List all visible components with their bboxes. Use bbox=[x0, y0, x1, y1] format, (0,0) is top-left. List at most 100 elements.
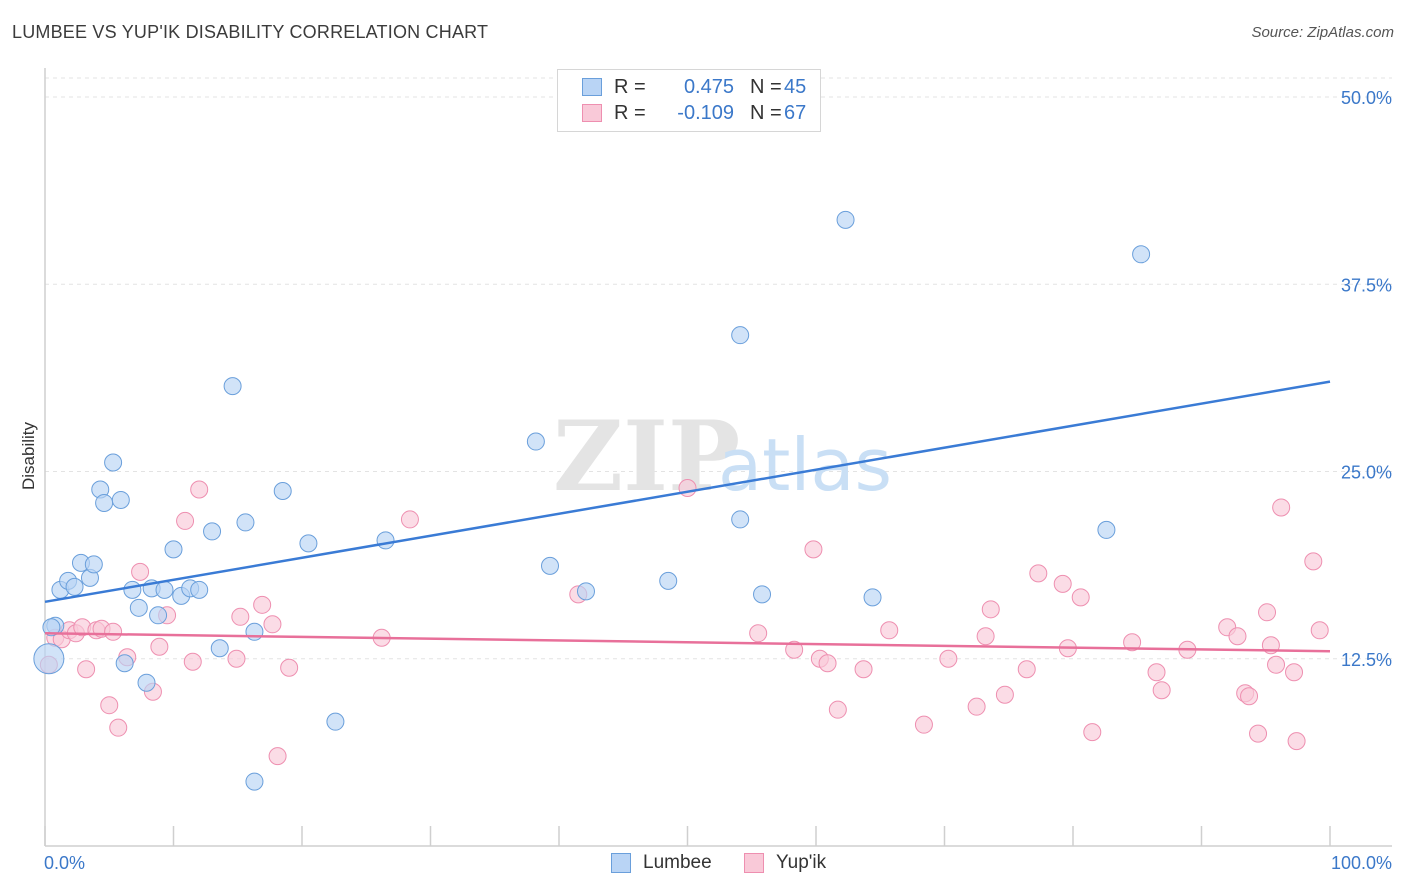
n-value: 67 bbox=[784, 101, 807, 124]
yupik-trend-line bbox=[44, 632, 1331, 653]
lumbee-point bbox=[155, 580, 174, 599]
yupik-point bbox=[1249, 724, 1268, 743]
yupik-point bbox=[1310, 621, 1329, 640]
source-label: Source: ZipAtlas.com bbox=[1251, 24, 1394, 41]
yupik-point bbox=[131, 562, 150, 581]
r-label: R = bbox=[614, 75, 646, 98]
y-tick-label-2: 37.5% bbox=[1341, 275, 1392, 295]
lumbee-legend-label: Lumbee bbox=[643, 852, 712, 873]
lumbee-point bbox=[190, 580, 209, 599]
yupik-point bbox=[1287, 732, 1306, 751]
yupik-point bbox=[914, 715, 933, 734]
tick-labels: 12.5% 25.0% 37.5% 50.0% 0.0% 100.0% bbox=[44, 88, 1392, 873]
yupik-point bbox=[1071, 588, 1090, 607]
yupik-point bbox=[785, 640, 804, 659]
lumbee-point bbox=[149, 606, 168, 625]
yupik-point bbox=[150, 637, 169, 656]
yupik-point bbox=[183, 652, 202, 671]
yupik-point bbox=[231, 607, 250, 626]
trend-lines bbox=[44, 380, 1331, 653]
chart-title: LUMBEE VS YUP'IK DISABILITY CORRELATION … bbox=[12, 22, 489, 42]
yupik-point bbox=[818, 654, 837, 673]
yupik-point bbox=[400, 510, 419, 529]
lumbee-point bbox=[203, 522, 222, 541]
yupik-point bbox=[976, 627, 995, 646]
lumbee-point bbox=[210, 639, 229, 658]
yupik-point bbox=[995, 685, 1014, 704]
yupik-point bbox=[1029, 564, 1048, 583]
yupik-point bbox=[981, 600, 1000, 619]
lumbee-point bbox=[1132, 245, 1151, 264]
lumbee-point bbox=[115, 654, 134, 673]
yupik-point bbox=[1083, 723, 1102, 742]
lumbee-point bbox=[236, 513, 255, 532]
yupik-point bbox=[1152, 681, 1171, 700]
r-value: -0.109 bbox=[677, 101, 734, 124]
yupik-point bbox=[967, 697, 986, 716]
x-tick-label-1: 100.0% bbox=[1331, 853, 1392, 873]
lumbee-point bbox=[104, 453, 123, 472]
lumbee-point bbox=[245, 622, 264, 641]
lumbee-point bbox=[137, 673, 156, 692]
lumbee-point bbox=[84, 555, 103, 574]
yupik-point bbox=[280, 658, 299, 677]
yupik-point bbox=[109, 718, 128, 737]
yupik-point bbox=[939, 649, 958, 668]
lumbee-legend-swatch bbox=[611, 853, 631, 873]
yupik-point bbox=[100, 696, 119, 715]
lumbee-point bbox=[42, 618, 61, 637]
lumbee-point bbox=[299, 534, 318, 553]
yupik-point bbox=[268, 747, 287, 766]
lumbee-point bbox=[129, 598, 148, 617]
lumbee-points bbox=[33, 210, 1151, 791]
yupik-point bbox=[1240, 687, 1259, 706]
yupik-point bbox=[190, 480, 209, 499]
n-label: N = bbox=[750, 101, 782, 124]
lumbee-trend-line bbox=[44, 380, 1331, 604]
yupik-point bbox=[1304, 552, 1323, 571]
lumbee-point bbox=[836, 210, 855, 229]
yupik-point bbox=[880, 621, 899, 640]
n-value: 45 bbox=[784, 75, 807, 98]
lumbee-point bbox=[576, 582, 595, 601]
lumbee-point bbox=[526, 432, 545, 451]
lumbee-point bbox=[731, 326, 750, 345]
yupik-point bbox=[104, 622, 123, 641]
lumbee-point bbox=[1097, 520, 1116, 539]
lumbee-point bbox=[753, 585, 772, 604]
yupik-swatch bbox=[582, 104, 602, 122]
lumbee-point bbox=[376, 531, 395, 550]
r-label: R = bbox=[614, 101, 646, 124]
yupik-point bbox=[804, 540, 823, 559]
yupik-point bbox=[1017, 660, 1036, 679]
yupik-point bbox=[227, 649, 246, 668]
yupik-legend-label: Yup'ik bbox=[776, 852, 827, 873]
lumbee-point bbox=[273, 481, 292, 500]
watermark: ZIP atlas bbox=[553, 400, 892, 513]
yupik-point bbox=[263, 615, 282, 634]
yupik-point bbox=[828, 700, 847, 719]
lumbee-point bbox=[541, 556, 560, 575]
n-label: N = bbox=[750, 75, 782, 98]
yupik-point bbox=[77, 660, 96, 679]
lumbee-point bbox=[326, 712, 345, 731]
lumbee-point bbox=[33, 643, 65, 675]
legend-item-yupik: Yup'ik bbox=[744, 852, 826, 874]
yupik-point bbox=[1123, 633, 1142, 652]
yupik-point bbox=[1053, 574, 1072, 593]
watermark-atlas: atlas bbox=[718, 423, 892, 507]
lumbee-point bbox=[65, 577, 84, 596]
yupik-point bbox=[1147, 663, 1166, 682]
lumbee-point bbox=[223, 377, 242, 396]
legend-item-lumbee: Lumbee bbox=[611, 852, 712, 874]
yupik-point bbox=[1272, 498, 1291, 517]
lumbee-swatch bbox=[582, 78, 602, 96]
lumbee-point bbox=[111, 490, 130, 509]
lumbee-point bbox=[659, 571, 678, 590]
legend-row-lumbee: R = 0.475 N = 45 bbox=[582, 75, 824, 99]
y-tick-label-0: 12.5% bbox=[1341, 650, 1392, 670]
lumbee-point bbox=[95, 493, 114, 512]
correlation-legend: R = 0.475 N = 45 R = -0.109 N = 67 bbox=[557, 69, 821, 132]
y-tick-label-3: 50.0% bbox=[1341, 88, 1392, 108]
